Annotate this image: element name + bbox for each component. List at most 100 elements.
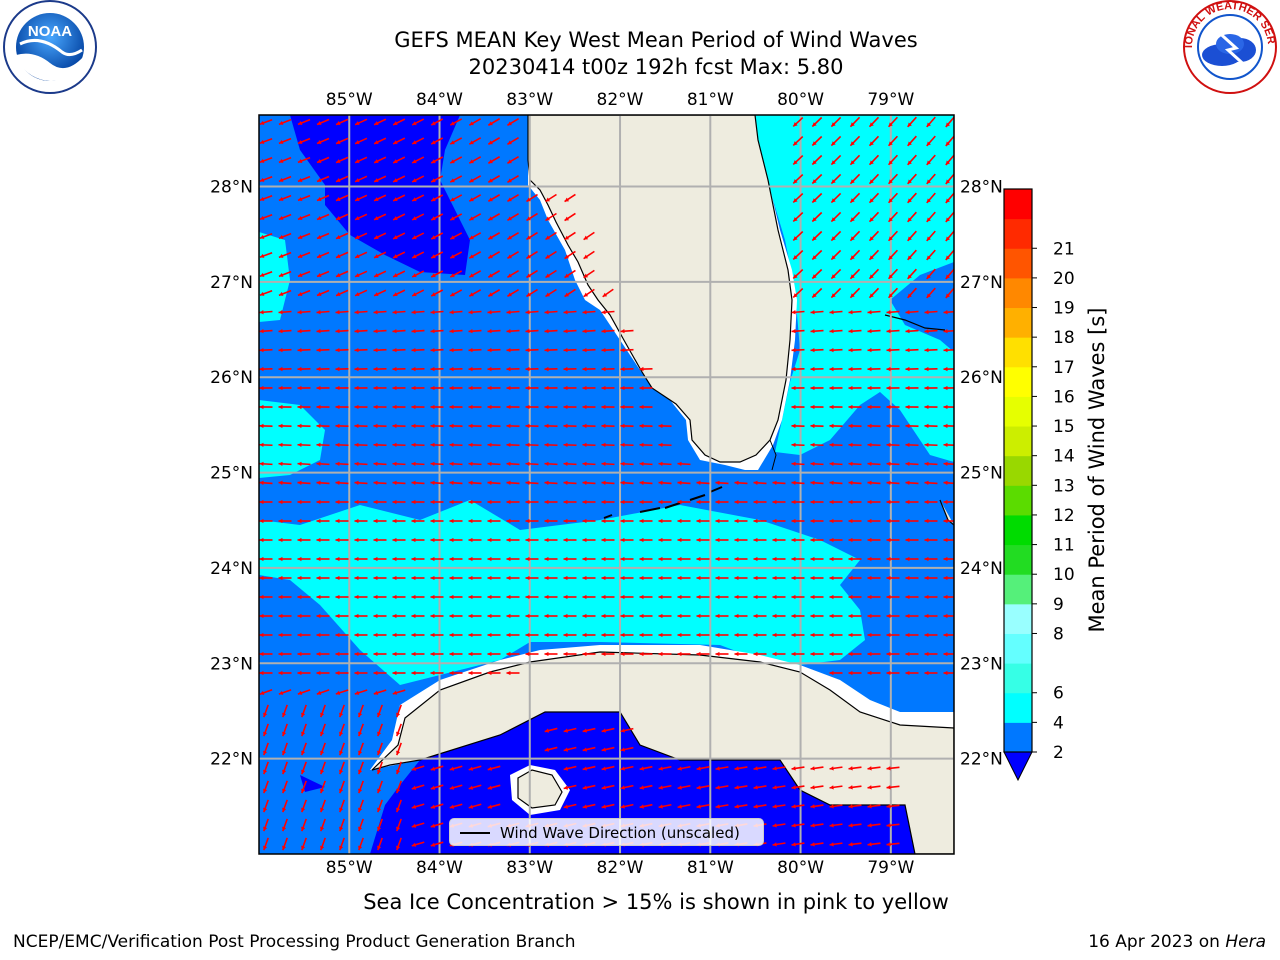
wind-wave-arrowhead bbox=[869, 179, 874, 184]
wind-wave-arrowhead bbox=[374, 159, 379, 164]
wind-wave-arrowhead bbox=[354, 366, 359, 372]
wind-wave-arrowhead bbox=[943, 404, 948, 410]
wind-wave-arrowhead bbox=[867, 537, 872, 543]
wind-wave-arrowhead bbox=[411, 518, 416, 524]
wind-wave-arrowhead bbox=[487, 766, 493, 771]
wind-wave-arrowhead bbox=[316, 690, 322, 695]
wind-wave-arrowhead bbox=[259, 480, 264, 485]
wind-wave-arrowhead bbox=[450, 121, 455, 126]
wind-wave-arrowhead bbox=[907, 236, 912, 241]
wind-wave-arrowhead bbox=[943, 347, 948, 353]
wind-wave-arrowhead bbox=[639, 537, 644, 543]
wind-wave-arrowhead bbox=[850, 217, 855, 222]
wind-wave-arrowhead bbox=[848, 785, 853, 790]
wind-wave-arrowhead bbox=[791, 347, 796, 353]
wind-wave-arrowhead bbox=[469, 197, 474, 202]
wind-wave-arrowhead bbox=[715, 785, 720, 790]
wind-wave-arrowhead bbox=[358, 826, 363, 832]
wind-wave-arrowhead bbox=[392, 594, 397, 600]
colorbar-segment bbox=[1004, 485, 1032, 516]
lon-label-bottom: 82°W bbox=[597, 858, 644, 878]
wind-wave-arrowhead bbox=[411, 404, 416, 410]
wind-wave-arrowhead bbox=[335, 366, 340, 372]
wind-wave-arrowhead bbox=[411, 575, 416, 581]
wind-wave-arrowhead bbox=[601, 480, 606, 485]
wind-wave-arrowhead bbox=[907, 141, 912, 146]
wind-wave-arrowhead bbox=[886, 480, 891, 485]
wind-wave-arrowhead bbox=[943, 537, 948, 543]
wind-wave-arrowhead bbox=[278, 234, 284, 239]
wind-wave-arrowhead bbox=[487, 461, 492, 467]
wind-wave-arrowhead bbox=[793, 122, 798, 127]
wind-wave-arrowhead bbox=[412, 292, 417, 297]
wind-wave-arrowhead bbox=[829, 632, 834, 638]
wind-wave-arrowhead bbox=[506, 556, 511, 562]
wind-wave-arrowhead bbox=[374, 178, 379, 183]
wind-wave-arrowhead bbox=[886, 632, 891, 638]
wind-wave-arrowhead bbox=[601, 518, 606, 524]
wind-wave-arrowhead bbox=[907, 274, 912, 279]
wind-wave-arrowhead bbox=[601, 329, 606, 334]
wind-wave-arrowhead bbox=[850, 141, 855, 146]
colorbar-segment bbox=[1004, 574, 1032, 605]
wind-wave-arrowhead bbox=[278, 556, 283, 562]
wind-wave-arrowhead bbox=[753, 804, 758, 809]
wind-wave-arrowhead bbox=[392, 499, 397, 505]
wind-wave-arrowhead bbox=[772, 804, 777, 809]
wind-wave-arrowhead bbox=[336, 216, 341, 220]
colorbar-label: Mean Period of Wind Waves [s] bbox=[1085, 307, 1109, 633]
wind-wave-arrowhead bbox=[639, 366, 644, 372]
wind-wave-arrowhead bbox=[772, 518, 777, 524]
wind-wave-arrowhead bbox=[297, 385, 302, 391]
lon-label-top: 83°W bbox=[506, 90, 553, 110]
wind-wave-arrowhead bbox=[335, 499, 340, 505]
wind-wave-arrowhead bbox=[810, 785, 815, 790]
wind-wave-arrowhead bbox=[335, 480, 340, 485]
wind-wave-arrowhead bbox=[886, 499, 891, 505]
wind-wave-arrowhead bbox=[886, 442, 891, 448]
wind-wave-arrowhead bbox=[772, 556, 777, 562]
wind-wave-arrowhead bbox=[259, 329, 264, 334]
wind-wave-arrowhead bbox=[430, 404, 435, 410]
wind-wave-arrowhead bbox=[943, 499, 948, 505]
wind-wave-arrowhead bbox=[848, 613, 853, 619]
wind-wave-arrowhead bbox=[905, 499, 910, 505]
wind-wave-arrowhead bbox=[430, 785, 436, 790]
wind-wave-arrowhead bbox=[297, 366, 302, 372]
wind-wave-arrowhead bbox=[772, 575, 777, 581]
wind-wave-arrowhead bbox=[943, 442, 948, 448]
wind-wave-arrowhead bbox=[316, 670, 321, 676]
wind-wave-arrowhead bbox=[411, 423, 416, 429]
wind-wave-arrowhead bbox=[772, 499, 777, 505]
wind-wave-arrowhead bbox=[297, 158, 303, 163]
wind-wave-arrowhead bbox=[449, 556, 454, 562]
wind-wave-arrowhead bbox=[297, 404, 302, 410]
wind-wave-arrowhead bbox=[564, 292, 570, 297]
wind-wave-arrowhead bbox=[924, 632, 929, 638]
wind-wave-arrowhead bbox=[793, 160, 798, 165]
wind-wave-arrowhead bbox=[449, 347, 454, 353]
wind-wave-arrowhead bbox=[867, 575, 872, 581]
wind-wave-arrowhead bbox=[945, 217, 950, 222]
wind-wave-arrowhead bbox=[468, 613, 473, 619]
wind-wave-arrowhead bbox=[259, 196, 265, 201]
colorbar-segment bbox=[1004, 663, 1032, 694]
wind-wave-arrowhead bbox=[753, 556, 758, 562]
wind-wave-arrowhead bbox=[263, 769, 268, 775]
wind-wave-arrowhead bbox=[392, 632, 397, 638]
wind-wave-arrowhead bbox=[297, 651, 302, 657]
wind-wave-arrowhead bbox=[468, 347, 473, 353]
colorbar-tick-label: 2 bbox=[1053, 743, 1064, 763]
wind-wave-arrowhead bbox=[563, 518, 568, 524]
wind-wave-arrowhead bbox=[563, 747, 569, 752]
colorbar-tick-label: 8 bbox=[1053, 624, 1064, 644]
colorbar-segment bbox=[1004, 189, 1032, 220]
wind-wave-arrowhead bbox=[488, 121, 493, 126]
wind-wave-arrowhead bbox=[582, 728, 587, 733]
wind-wave-arrowhead bbox=[582, 385, 587, 391]
wind-wave-arrowhead bbox=[297, 329, 302, 334]
wind-wave-arrowhead bbox=[450, 216, 455, 221]
wind-wave-arrowhead bbox=[544, 366, 549, 372]
wind-wave-arrowhead bbox=[487, 575, 492, 581]
wind-wave-arrowhead bbox=[753, 766, 758, 771]
